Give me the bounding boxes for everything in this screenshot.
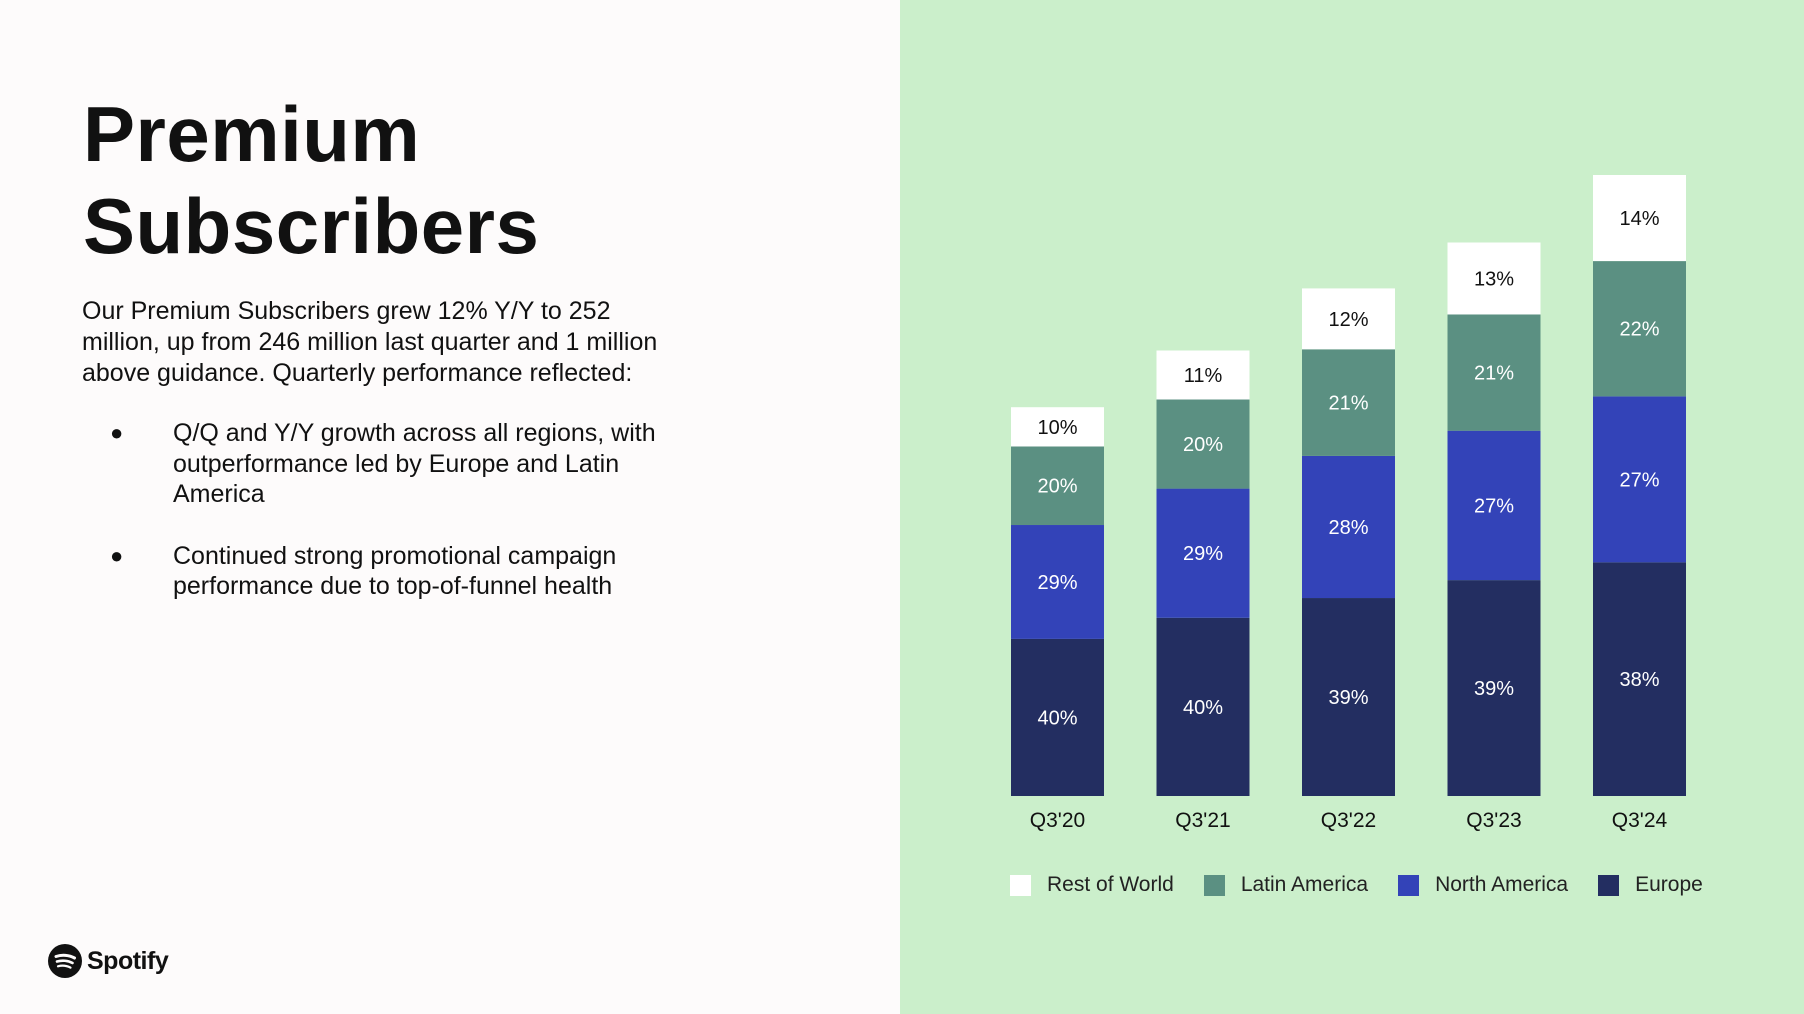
bar-segment-north-america [1302,455,1395,599]
bullet-icon: ● [110,420,124,445]
legend-item: North America [1398,873,1568,897]
legend-label: Rest of World [1047,873,1174,896]
data-label: 21% [1474,363,1514,385]
bullet-item: ● Continued strong promotional campaign … [110,541,710,602]
title-line-1: Premium [83,90,421,178]
data-label: 39% [1328,687,1368,709]
x-tick-label: Q3'20 [1030,809,1085,832]
bar-segment-north-america [1447,430,1541,581]
bar-segment-latin-america [1302,349,1395,456]
bar-segment-north-america [1011,525,1104,639]
spotify-logo: Spotify [48,944,169,978]
bullet-item: ● Q/Q and Y/Y growth across all regions,… [110,418,710,510]
bar-segment-europe [1011,638,1104,796]
legend-swatch [1203,874,1225,896]
data-label: 40% [1183,697,1223,719]
legend-item: Rest of World [1010,873,1174,897]
bar-segment-europe [1302,598,1395,796]
bar-segment-rest-of-world [1593,175,1686,262]
bar-segment-latin-america [1593,261,1686,397]
bar-segment-europe [1593,562,1686,796]
bar-segment-north-america [1156,488,1250,618]
bar-segment-europe [1447,580,1541,796]
bar-segment-rest-of-world [1156,350,1250,400]
bullet-list: ● Q/Q and Y/Y growth across all regions,… [110,418,710,633]
data-label: 10% [1037,417,1077,439]
logo-wordmark: Spotify [87,946,169,975]
bar-segment-latin-america [1447,314,1541,431]
data-label: 12% [1328,309,1368,331]
x-tick-label: Q3'24 [1612,809,1668,832]
data-label: 39% [1474,678,1514,700]
bullet-text: Continued strong promotional campaign pe… [173,541,617,601]
data-label: 29% [1037,572,1077,594]
legend-label: North America [1435,873,1569,896]
bar-segment-north-america [1593,396,1686,563]
title-line-2: Subscribers [83,182,540,270]
legend-label: Europe [1635,873,1703,896]
bar-segment-europe [1156,617,1250,796]
data-label: 27% [1474,495,1514,517]
text-panel: Premium Subscribers Our Premium Subscrib… [0,0,900,1014]
legend-item: Europe [1598,873,1703,897]
data-label: 14% [1619,208,1659,230]
legend-item: Latin America [1203,873,1369,897]
legend-swatch [1010,874,1031,896]
data-label: 21% [1328,393,1368,415]
x-tick-label: Q3'23 [1466,809,1521,832]
bar-segment-rest-of-world [1011,407,1104,447]
legend-label: Latin America [1240,873,1369,896]
bar-segment-rest-of-world [1447,242,1541,315]
x-tick-label: Q3'21 [1175,809,1230,832]
data-label: 29% [1183,543,1223,565]
data-label: 40% [1037,707,1077,729]
data-label: 20% [1037,476,1077,498]
bar-segment-latin-america [1156,399,1250,489]
data-label: 27% [1619,469,1659,491]
data-label: 28% [1328,517,1368,539]
legend-swatch [1598,874,1620,896]
spotify-logo-icon [48,944,82,978]
bar-segment-rest-of-world [1302,288,1395,350]
x-tick-label: Q3'22 [1321,809,1376,832]
data-label: 22% [1619,319,1659,341]
bullet-text: Q/Q and Y/Y growth across all regions, w… [173,419,656,508]
data-label: 13% [1474,268,1514,290]
data-label: 20% [1183,434,1223,456]
data-label: 11% [1184,365,1223,387]
bar-segment-latin-america [1011,446,1104,526]
intro-paragraph: Our Premium Subscribers grew 12% Y/Y to … [82,297,658,387]
data-label: 38% [1619,669,1659,691]
chart-legend: Rest of World Latin America North America E… [1010,873,1733,897]
bullet-icon: ● [110,542,124,568]
legend-swatch [1398,874,1420,896]
page-title: Premium Subscribers [83,88,539,272]
